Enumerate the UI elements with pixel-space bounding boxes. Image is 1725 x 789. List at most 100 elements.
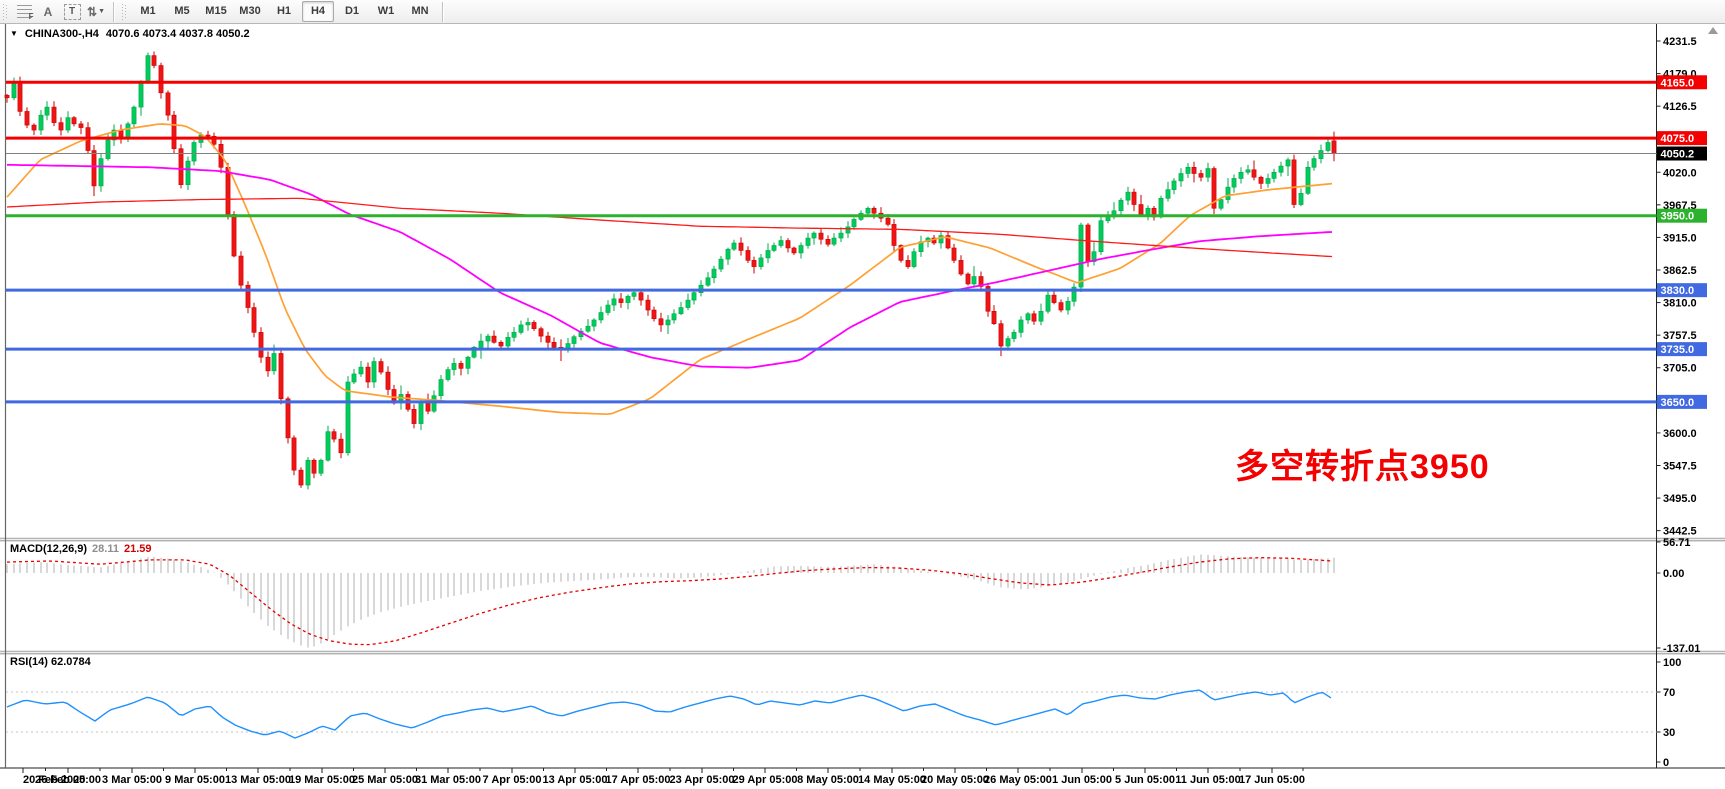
macd-name: MACD(12,26,9) [10,543,88,555]
rsi-line [6,689,1332,739]
svg-text:3950.0: 3950.0 [1661,211,1695,223]
date-label: 19 Mar 05:00 [289,774,355,786]
timeframe-button-h4[interactable]: H4 [302,1,334,22]
date-label: 11 Jun 05:00 [1175,774,1240,786]
price-tag-4075.0 [1657,131,1707,146]
svg-text:4020.0: 4020.0 [1663,167,1697,179]
svg-text:3600.0: 3600.0 [1663,428,1697,440]
svg-text:3705.0: 3705.0 [1663,363,1697,375]
ma-red-line [6,197,1333,258]
timeframe-button-w1[interactable]: W1 [377,5,395,17]
ma-orange-line [6,123,1333,416]
ma-magenta-line [6,163,1333,369]
date-label: 9 Mar 05:00 [165,774,225,786]
svg-text:3495.0: 3495.0 [1663,493,1697,505]
svg-text:70: 70 [1663,687,1675,699]
axis-scroll-marker [1708,27,1718,34]
toolbar-separator-2 [442,1,443,22]
price-tag-3950.0 [1657,208,1707,223]
svg-text:3830.0: 3830.0 [1661,285,1695,297]
price-tags: 4165.0 4075.0 4050.2 3950.0 3830.0 3735.0 3650… [1657,75,1707,409]
fibonacci-icon-letter: F [28,12,34,21]
date-label: 20 Feb 2020 [23,774,85,786]
date-label: 20 May 05:00 [921,774,989,786]
price-axis[interactable]: 4231.54179.04126.54020.03967.53915.03862… [1656,36,1701,769]
rsi-name: RSI(14) [10,656,48,668]
date-label: 17 Apr 05:00 [605,774,670,786]
macd-indicator-label: MACD(12,26,9) 28.11 21.59 [10,543,151,555]
timeframe-button-mn[interactable]: MN [411,5,429,17]
date-label: 23 Apr 05:00 [669,774,734,786]
svg-text:4165.0: 4165.0 [1661,77,1695,89]
arrows-icon[interactable]: ⇅ ▼ [87,4,105,19]
toolbar: F A T ⇅ ▼ M1 M5 M15 M30 H1 H4 D1 W1 MN [0,0,1725,24]
panel-frames [0,24,1725,769]
svg-text:3915.0: 3915.0 [1663,232,1697,244]
macd-signal-line [6,557,1333,646]
rsi-level-lines [6,691,1657,733]
svg-text:4075.0: 4075.0 [1661,133,1695,145]
price-tag-3830.0 [1657,283,1707,298]
chart-dropdown-icon[interactable]: ▼ [10,28,18,38]
fibonacci-icon[interactable]: F [14,2,34,22]
svg-text:3735.0: 3735.0 [1661,344,1695,356]
svg-text:30: 30 [1663,727,1675,739]
timeframe-button-m1[interactable]: M1 [140,5,156,17]
date-label: 8 May 05:00 [797,774,859,786]
chart-window: 4231.5 4179.0 4126.5 4020.0 3967.5 3915.0 3862… [0,24,1725,789]
timeframe-button-m30[interactable]: M30 [239,5,261,17]
date-label: 25 Mar 05:00 [352,774,418,786]
timeframe-button-d1[interactable]: D1 [344,5,360,17]
date-label: 31 Mar 05:00 [415,774,481,786]
svg-text:4126.5: 4126.5 [1663,101,1697,113]
date-label: 29 Apr 05:00 [732,774,797,786]
rsi-indicator-label: RSI(14) 62.0784 [10,656,91,668]
svg-text:-137.01: -137.01 [1663,643,1700,655]
ohlc-values: 4070.6 4073.4 4037.8 4050.2 [105,28,250,40]
timeframe-button-m5[interactable]: M5 [174,5,190,17]
svg-text:3442.5: 3442.5 [1663,526,1697,538]
svg-text:3547.5: 3547.5 [1663,460,1697,472]
text-icon[interactable]: A [43,4,53,19]
svg-text:0: 0 [1663,757,1669,769]
date-label: 7 Apr 05:00 [483,774,542,786]
label-icon[interactable]: T [62,2,82,22]
date-label: 13 Mar 05:00 [225,774,291,786]
price-tag-4050.2 [1657,146,1707,161]
symbol-timeframe: CHINA300-,H4 [24,28,99,40]
candles [4,51,1337,490]
svg-text:100: 100 [1663,657,1681,669]
date-label: 26 May 05:00 [984,774,1052,786]
price-tag-4165.0 [1657,75,1707,90]
date-label: 13 Apr 05:00 [542,774,607,786]
date-label: 26 Feb 05:00 [35,774,101,786]
price-tag-3735.0 [1657,342,1707,357]
svg-text:3757.5: 3757.5 [1663,330,1697,342]
price-tag-3650.0 [1657,394,1707,409]
rsi-value: 62.0784 [50,656,91,668]
svg-text:4231.5: 4231.5 [1663,36,1697,48]
timeframe-button-m15[interactable]: M15 [205,5,227,17]
macd-main-value: 28.11 [92,543,119,555]
timeframe-drag-handle[interactable] [122,3,127,20]
date-label: 14 May 05:00 [858,774,926,786]
horizontal-lines [6,80,1657,404]
timeframe-button-h1[interactable]: H1 [276,5,292,17]
date-label: 17 Jun 05:00 [1239,774,1305,786]
date-label: 3 Mar 05:00 [102,774,162,786]
timeframe-toolbar: M1 M5 M15 M30 H1 H4 D1 W1 MN [131,1,437,22]
toolbar-separator [113,1,114,22]
svg-text:3650.0: 3650.0 [1661,397,1695,409]
svg-text:3810.0: 3810.0 [1663,298,1697,310]
chart-canvas[interactable]: 4231.54179.04126.54020.03967.53915.03862… [0,24,1725,789]
macd-signal-value: 21.59 [123,543,152,555]
date-label: 1 Jun 05:00 [1052,774,1112,786]
chart-title: ▼ CHINA300-,H4 4070.6 4073.4 4037.8 4050… [10,28,250,40]
macd-histogram [6,554,1335,648]
chevron-down-icon[interactable]: ▼ [98,8,105,15]
svg-text:0.00: 0.00 [1663,568,1684,580]
chart-text-annotation: 多空转折点3950 [1235,448,1490,486]
toolbar-drag-handle[interactable] [3,3,8,20]
